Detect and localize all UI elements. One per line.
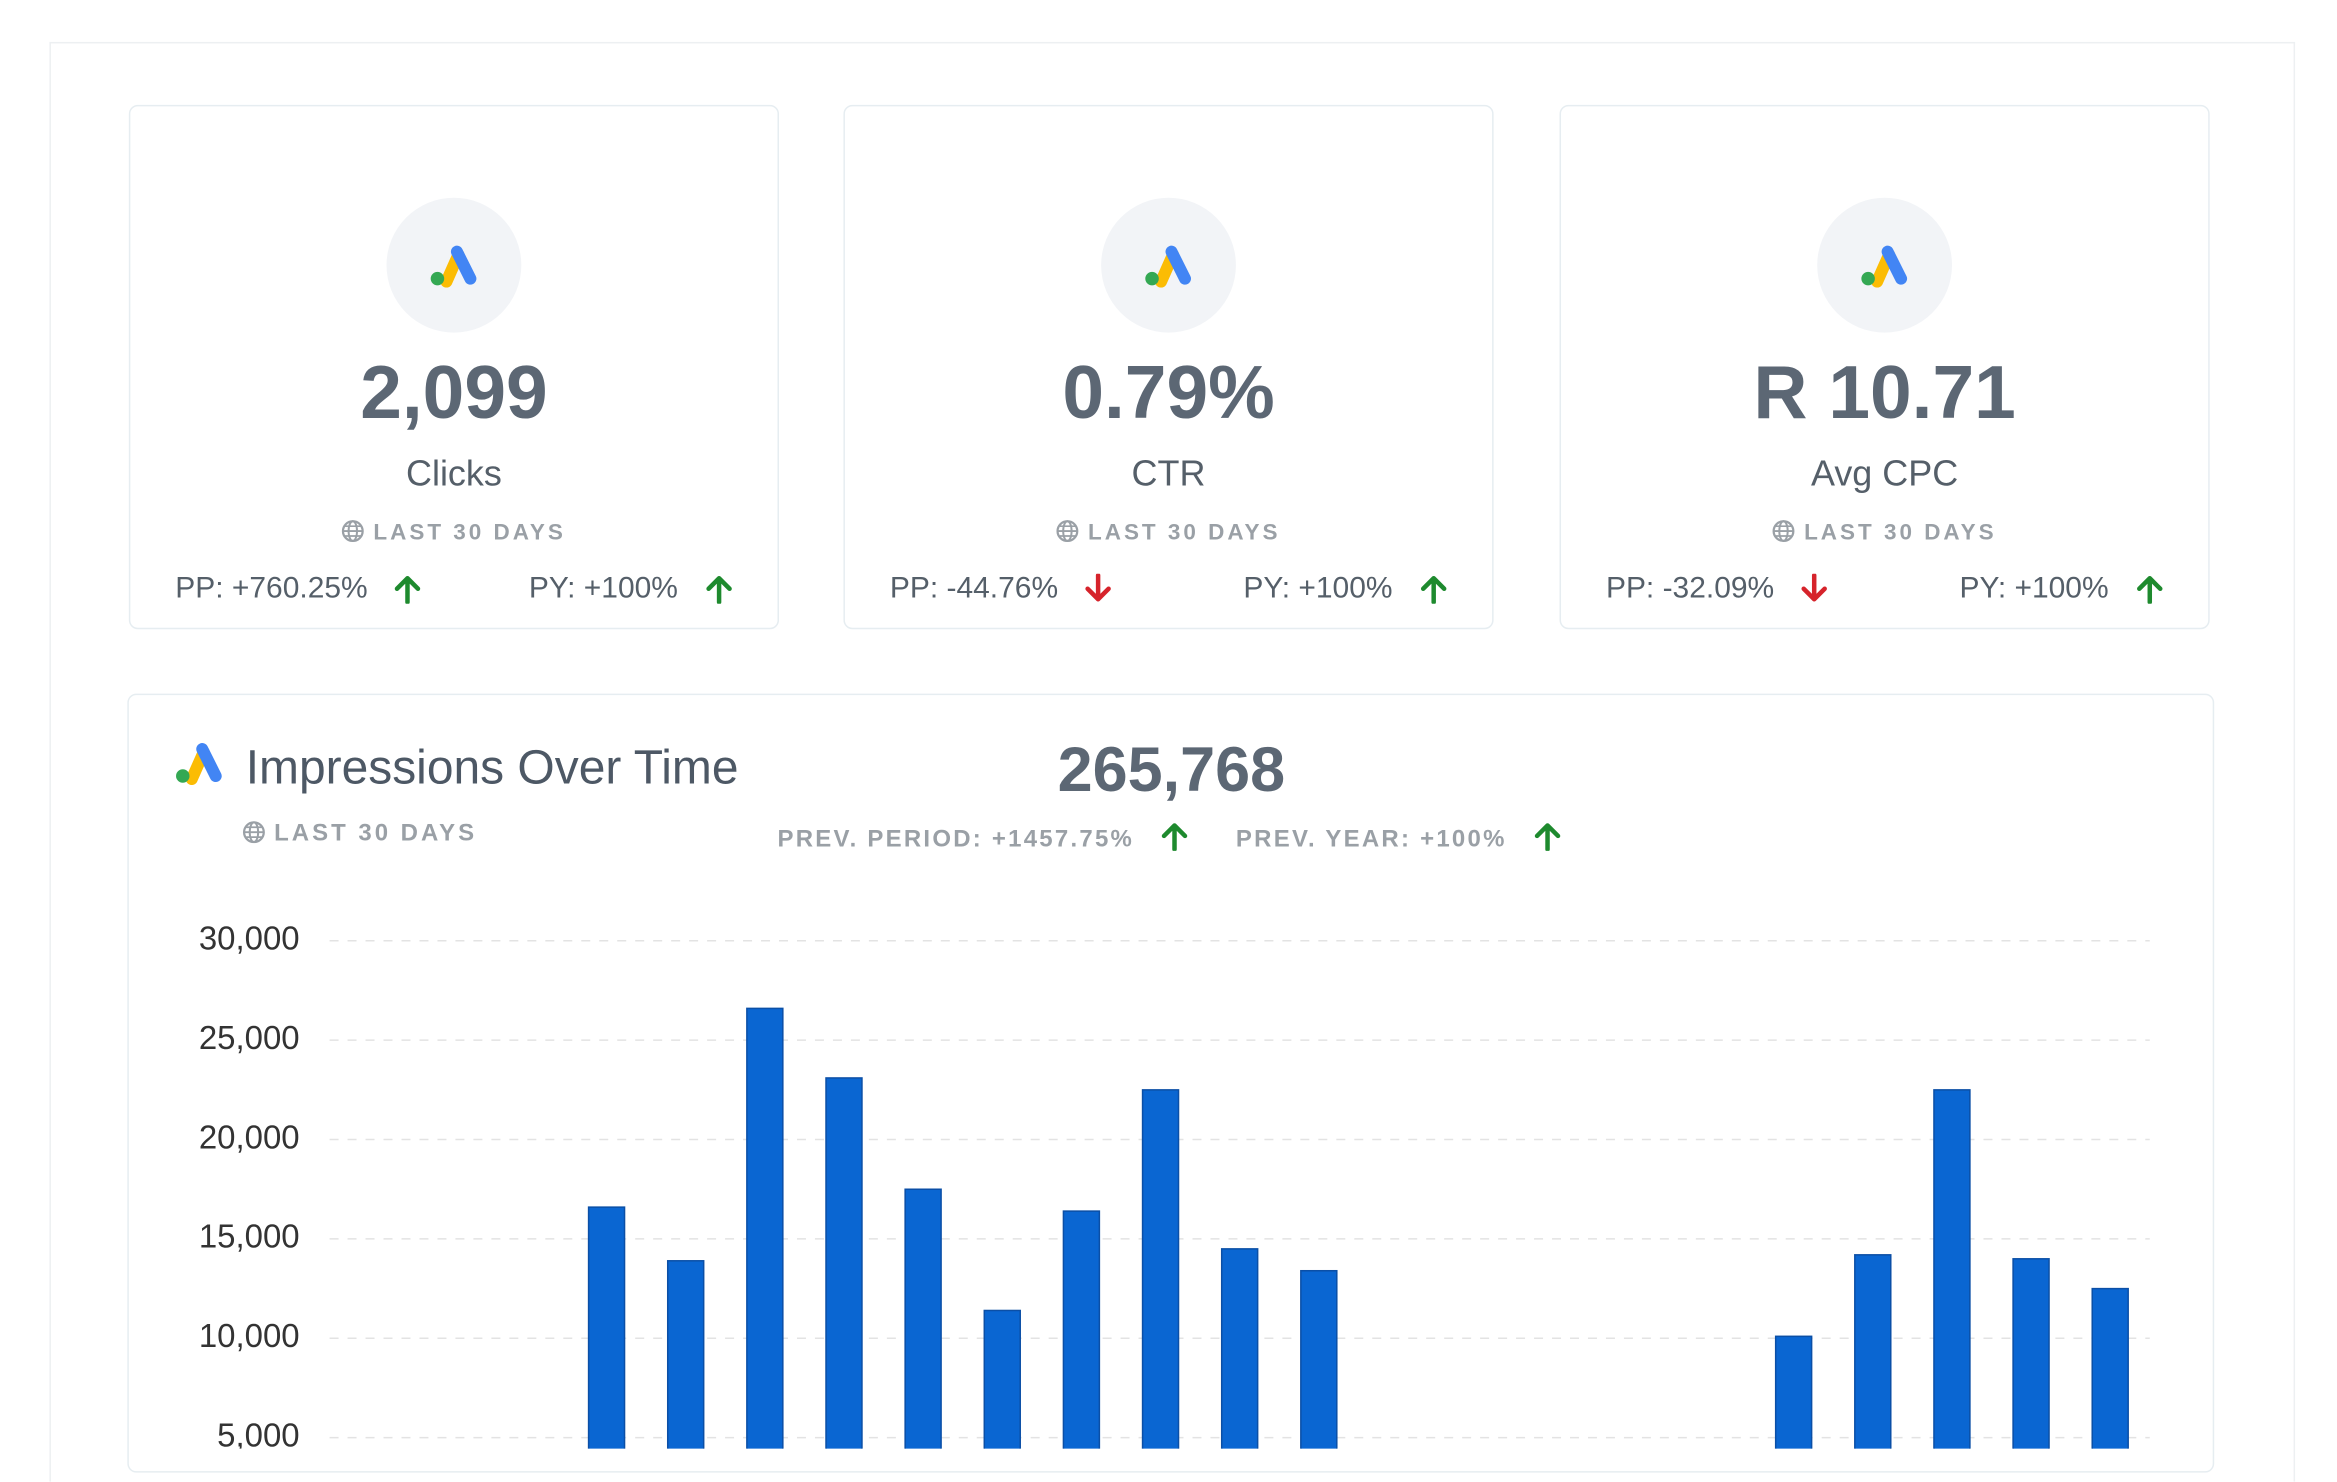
bar <box>746 1007 784 1449</box>
pp-compare: PP: -32.09% <box>1606 572 1828 606</box>
globe-icon <box>342 520 365 543</box>
ads-logo <box>430 245 477 288</box>
y-tick-label: 30,000 <box>199 920 300 957</box>
period: LAST 30 DAYS <box>130 520 777 545</box>
period-text: LAST 30 DAYS <box>1087 519 1281 546</box>
trend-arrow-up <box>1534 823 1560 852</box>
metric-value: 2,099 <box>360 350 548 435</box>
trend-arrow-up <box>395 576 421 605</box>
metric-card: 2,099 Clicks LAST 30 DAYS PP: +760.25% P… <box>128 104 780 630</box>
period-text: LAST 30 DAYS <box>274 820 478 847</box>
trend-arrow-up <box>705 576 732 605</box>
bar <box>1933 1089 1971 1449</box>
ads-logo <box>176 743 222 786</box>
metric-label: Avg CPC <box>1810 453 1959 495</box>
metric-card: 0.79% CTR LAST 30 DAYS PP: -44.76% PY: +… <box>843 104 1494 630</box>
bar <box>1774 1335 1813 1449</box>
trend-arrow-down <box>1085 573 1112 602</box>
y-tick-label: 5,000 <box>217 1416 299 1448</box>
prev-year: PREV. YEAR: +100% <box>1236 821 1561 854</box>
frame <box>49 41 2296 1482</box>
py-compare: PY: +100% <box>1960 572 2163 606</box>
icon-bg <box>1817 197 1953 333</box>
panel-title: Impressions Over Time <box>245 740 739 794</box>
page: {"cards":[ {"value":"2,099","label":"Cli… <box>49 41 2296 1482</box>
impressions-panel: Impressions Over Time LAST 30 DAYS 265,7… <box>127 693 2215 1473</box>
chart: 5,000 10,000 15,000 20,000 25,000 30,000 <box>199 920 2150 1449</box>
bar <box>1062 1210 1101 1449</box>
metric-card: R 10.71 Avg CPC LAST 30 DAYS PP: -32.09%… <box>1559 104 2210 630</box>
pp-compare: PP: +760.25% <box>175 572 421 606</box>
y-tick-label: 10,000 <box>199 1317 300 1354</box>
dashboard: 2,099 Clicks LAST 30 DAYS PP: +760.25% P… <box>49 41 2296 1482</box>
bar <box>2091 1287 2129 1449</box>
metric-label: CTR <box>1131 453 1206 495</box>
period-text: LAST 30 DAYS <box>1804 519 1997 546</box>
py-text: PY: +100% <box>1243 572 1393 606</box>
py-text: PY: +100% <box>528 572 678 606</box>
y-tick-label: 25,000 <box>199 1019 300 1056</box>
bar <box>1854 1254 1892 1449</box>
metric-label: Clicks <box>405 453 502 495</box>
prev-year-text: PREV. YEAR: +100% <box>1235 826 1507 853</box>
trend-arrow-up <box>1161 823 1188 852</box>
metric-value: 0.79% <box>1062 350 1275 435</box>
prev-period-text: PREV. PERIOD: +1457.75% <box>777 826 1135 853</box>
bar <box>1141 1089 1180 1449</box>
period-text: LAST 30 DAYS <box>373 519 566 546</box>
ads-logo <box>1861 245 1908 288</box>
period: LAST 30 DAYS <box>845 520 1492 545</box>
bar <box>904 1188 942 1449</box>
py-compare: PY: +100% <box>529 572 732 606</box>
trend-arrow-down <box>1801 573 1828 602</box>
bar <box>666 1260 705 1449</box>
globe-icon <box>1772 520 1795 543</box>
bar <box>983 1309 1021 1449</box>
pp-text: PP: +760.25% <box>175 572 368 606</box>
panel-total: 265,768 <box>1057 734 1286 805</box>
py-text: PY: +100% <box>1959 572 2109 606</box>
prev-period: PREV. PERIOD: +1457.75% <box>778 821 1189 854</box>
trend-arrow-up <box>1420 576 1446 605</box>
panel-period: LAST 30 DAYS <box>242 820 478 848</box>
trend-arrow-up <box>2136 576 2162 605</box>
metric-value: R 10.71 <box>1753 350 2016 435</box>
globe-icon <box>1056 520 1079 543</box>
py-compare: PY: +100% <box>1243 572 1446 606</box>
icon-bg <box>1101 197 1236 333</box>
bar <box>2012 1258 2050 1449</box>
pp-compare: PP: -44.76% <box>890 572 1112 606</box>
ads-logo <box>1145 245 1191 288</box>
bar <box>1220 1248 1259 1449</box>
bar <box>825 1077 863 1449</box>
pp-text: PP: -32.09% <box>1605 572 1775 606</box>
y-tick-label: 15,000 <box>199 1218 300 1255</box>
period: LAST 30 DAYS <box>1561 520 2208 545</box>
pp-text: PP: -44.76% <box>889 572 1059 606</box>
bar <box>587 1206 626 1449</box>
bar <box>1300 1269 1338 1449</box>
y-tick-label: 20,000 <box>199 1118 300 1155</box>
globe-icon <box>242 821 265 844</box>
icon-bg <box>386 197 522 333</box>
